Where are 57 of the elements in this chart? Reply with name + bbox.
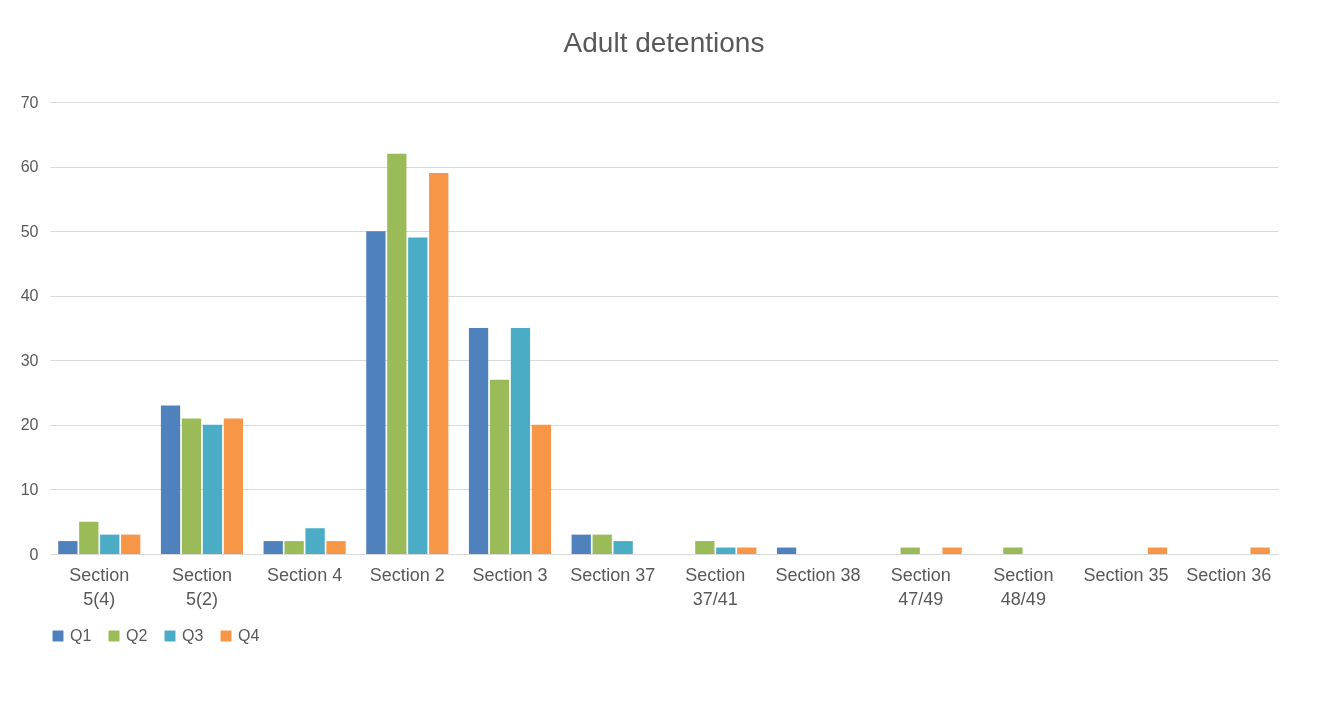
legend-label: Q4 bbox=[238, 627, 260, 644]
bar bbox=[510, 328, 531, 554]
x-tick-label: Section 5(2) bbox=[171, 564, 232, 609]
x-tick-label: Section 48/49 bbox=[993, 564, 1054, 609]
bar bbox=[202, 424, 223, 554]
x-tick-label: Section 37 bbox=[570, 564, 656, 585]
y-tick-label: 60 bbox=[20, 158, 39, 176]
x-tick-label: Section 37/41 bbox=[685, 564, 746, 609]
y-tick-label: 40 bbox=[20, 287, 39, 305]
bar bbox=[1250, 547, 1270, 554]
chart-title: Adult detentions bbox=[563, 27, 765, 58]
y-tick-label: 70 bbox=[20, 93, 39, 111]
y-tick-label: 10 bbox=[20, 480, 39, 498]
bar bbox=[571, 534, 591, 554]
bar bbox=[489, 379, 510, 554]
bar bbox=[900, 547, 920, 554]
bar bbox=[776, 547, 797, 554]
bar bbox=[468, 328, 489, 554]
x-tick-label: Section 38 bbox=[775, 564, 861, 585]
bar bbox=[737, 547, 757, 554]
legend-label: Q3 bbox=[182, 627, 204, 644]
bar bbox=[387, 153, 407, 554]
bar bbox=[613, 541, 633, 554]
bar bbox=[263, 541, 283, 554]
bar bbox=[121, 534, 141, 554]
bar bbox=[1147, 547, 1168, 554]
bar bbox=[284, 541, 304, 554]
x-tick-label: Section 36 bbox=[1186, 564, 1272, 585]
legend-label: Q2 bbox=[126, 627, 148, 644]
x-tick-label: Section 5(4) bbox=[69, 564, 130, 609]
bar bbox=[408, 237, 428, 554]
bar bbox=[695, 541, 715, 554]
x-tick-label: Section 3 bbox=[472, 564, 548, 585]
bar bbox=[100, 534, 120, 554]
bar bbox=[942, 547, 962, 554]
legend-label: Q1 bbox=[70, 627, 92, 644]
x-tick-label: Section 47/49 bbox=[890, 564, 951, 609]
y-tick-label: 0 bbox=[29, 545, 39, 563]
bar bbox=[592, 534, 612, 554]
bar bbox=[716, 547, 736, 554]
bar bbox=[58, 541, 78, 554]
x-tick-label: Section 2 bbox=[369, 564, 445, 585]
x-tick-label: Section 35 bbox=[1083, 564, 1169, 585]
bar bbox=[531, 424, 552, 554]
bar bbox=[79, 521, 99, 554]
y-tick-label: 50 bbox=[20, 222, 39, 240]
bar bbox=[181, 418, 202, 554]
bar bbox=[305, 528, 325, 554]
bar bbox=[160, 405, 181, 554]
x-tick-label: Section 4 bbox=[267, 564, 343, 585]
bar bbox=[223, 418, 244, 554]
bar bbox=[1003, 547, 1023, 554]
y-tick-label: 30 bbox=[20, 351, 39, 369]
bar bbox=[366, 231, 386, 554]
bar bbox=[326, 541, 346, 554]
y-tick-label: 20 bbox=[20, 416, 39, 434]
bar bbox=[429, 173, 449, 554]
